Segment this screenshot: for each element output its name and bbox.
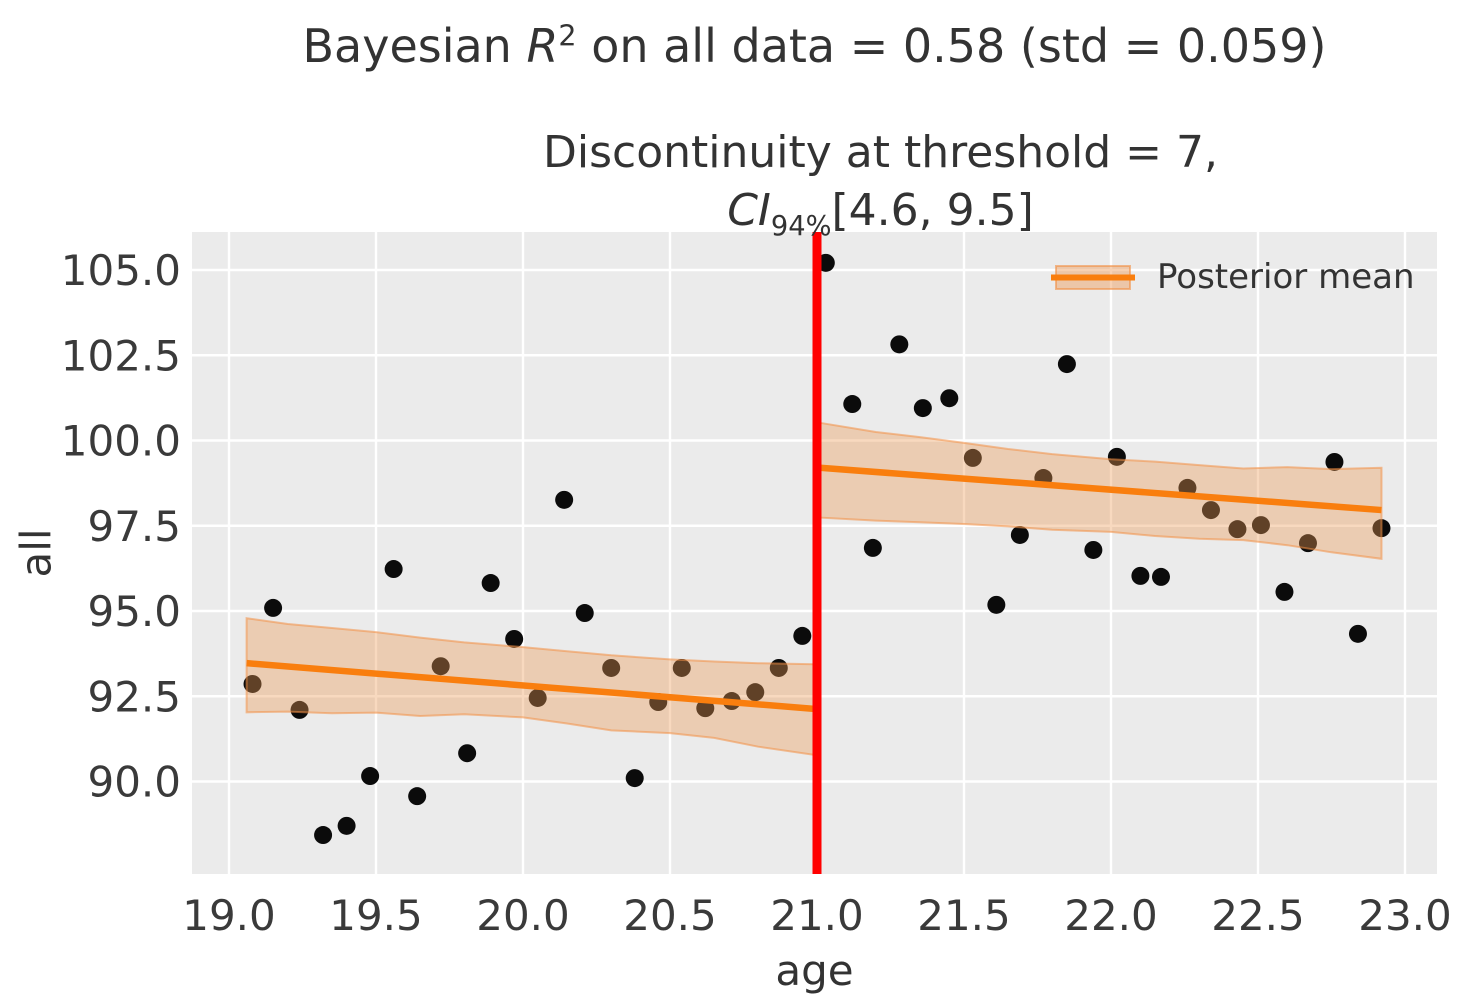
data-point xyxy=(913,399,932,418)
x-tick-label: 20.5 xyxy=(623,891,717,940)
data-point xyxy=(1348,624,1367,643)
data-point xyxy=(1325,452,1344,471)
data-point xyxy=(890,335,909,354)
x-tick-label: 21.0 xyxy=(770,891,864,940)
x-tick-label: 21.5 xyxy=(917,891,1011,940)
data-point xyxy=(458,744,477,763)
data-point xyxy=(987,595,1006,614)
figure-title: Bayesian R2 on all data = 0.58 (std = 0.… xyxy=(192,20,1437,73)
data-point xyxy=(602,658,621,677)
data-point xyxy=(528,688,547,707)
axes-title-line1: Discontinuity at threshold = 7, xyxy=(542,127,1219,178)
data-point xyxy=(1251,516,1270,535)
y-tick-label: 97.5 xyxy=(87,502,181,551)
data-point xyxy=(843,395,862,414)
x-tick-label: 20.0 xyxy=(476,891,570,940)
data-point xyxy=(940,389,959,408)
data-point xyxy=(1084,540,1103,559)
data-point xyxy=(1131,566,1150,585)
x-tick-label: 19.5 xyxy=(329,891,423,940)
data-point xyxy=(863,538,882,557)
data-point xyxy=(337,816,356,835)
posterior-mean-line-right xyxy=(819,464,1382,514)
axes-title-line2: CI94%[4.6, 9.5] xyxy=(258,182,1463,245)
data-point xyxy=(243,674,262,693)
figure-title-math-var: R xyxy=(526,19,559,73)
y-tick-label: 100.0 xyxy=(61,417,181,466)
y-tick-label: 90.0 xyxy=(87,758,181,807)
data-point xyxy=(481,574,500,593)
x-tick-label: 22.5 xyxy=(1211,891,1305,940)
data-point xyxy=(1275,582,1294,601)
data-point xyxy=(1107,447,1126,466)
data-point xyxy=(1057,355,1076,374)
ci-subscript: 94% xyxy=(770,210,832,242)
data-point xyxy=(963,448,982,467)
y-tick-label: 102.5 xyxy=(61,331,181,380)
data-point xyxy=(264,598,283,617)
y-tick-label: 92.5 xyxy=(87,672,181,721)
data-point xyxy=(672,658,691,677)
x-axis-label: age xyxy=(775,946,854,995)
data-point xyxy=(361,767,380,786)
data-point xyxy=(384,560,403,579)
x-tick-label: 19.0 xyxy=(182,891,276,940)
posterior-mean-line-left xyxy=(246,659,815,713)
x-tick-label: 23.0 xyxy=(1358,891,1452,940)
legend-label: Posterior mean xyxy=(1157,257,1415,297)
data-point xyxy=(408,787,427,806)
data-point xyxy=(793,626,812,645)
data-point xyxy=(555,490,574,509)
data-point xyxy=(575,604,594,623)
data-point xyxy=(1151,567,1170,586)
data-point xyxy=(1201,501,1220,520)
data-point xyxy=(290,700,309,719)
axes-title: Discontinuity at threshold = 7, CI94%[4.… xyxy=(258,124,1463,245)
ci-interval: [4.6, 9.5] xyxy=(831,185,1034,237)
data-point xyxy=(431,657,450,676)
data-point xyxy=(314,826,333,845)
figure-title-prefix: Bayesian xyxy=(302,19,527,73)
data-point xyxy=(1010,525,1029,544)
figure-title-suffix: on all data = 0.58 (std = 0.059) xyxy=(576,19,1327,73)
x-tick-label: 22.0 xyxy=(1064,891,1158,940)
y-tick-label: 105.0 xyxy=(61,246,181,295)
data-point xyxy=(746,683,765,702)
y-tick-label: 95.0 xyxy=(87,587,181,636)
ci-var: CI xyxy=(727,185,771,237)
data-point xyxy=(505,629,524,648)
y-axis-label: all xyxy=(11,528,61,578)
figure-title-superscript: 2 xyxy=(558,19,577,53)
data-point xyxy=(1228,520,1247,539)
data-point xyxy=(625,769,644,788)
